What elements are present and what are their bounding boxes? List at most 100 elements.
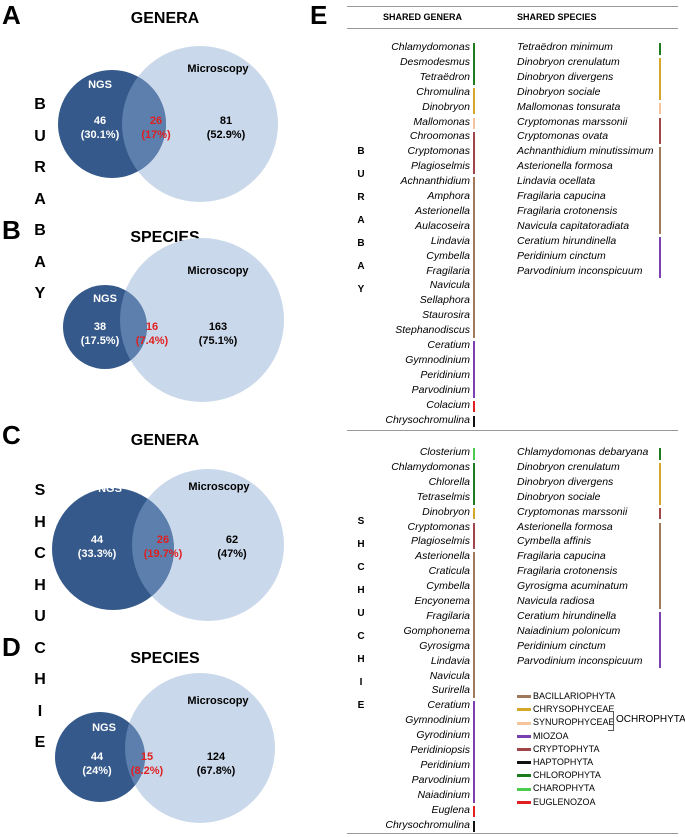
phylum-bar [659,522,661,609]
legend-label: CHLOROPHYTA [533,770,601,781]
phylum-bar [473,552,475,699]
burabay-small-letter: A [357,261,365,272]
panel-letter-b: B [2,215,21,245]
legend-item: CHRYSOPHYCEAE [517,704,614,715]
phylum-bar [473,820,475,833]
taxon-item: Fragilaria crotonensis [517,204,618,217]
legend-label: BACILLARIOPHYTA [533,691,616,701]
venn-c-ngs-pct: (33.3%) [78,548,117,560]
venn-b-ngs-count: 38 [94,321,106,333]
shchuchie-small-letter: H [357,539,365,550]
taxon-item: Navicula capitatoradiata [517,219,630,232]
taxon-item: Achnanthidium minutissimum [517,145,654,158]
legend-label: CHRYSOPHYCEAE [533,704,615,715]
burabay-small-letter: B [357,146,365,157]
venn-b-micro-count: 163 [209,321,227,333]
rule-top [347,6,678,7]
venn-b: NGS Microscopy 38 (17.5%) 16 (7.4%) 163 … [63,238,284,402]
taxon-item: Ceratium hirundinella [517,234,617,247]
shchuchie-letter: I [37,702,43,720]
burabay-letter: B [34,222,46,239]
venn-title-c: GENERA [130,432,200,449]
phylum-bar [473,87,475,115]
taxon-item: Chroomonas [409,130,470,143]
taxon-item: Peridinium cinctum [517,249,606,262]
venn-b-overlap-pct: (7.4%) [136,335,169,347]
venn-title-d: SPECIES [130,650,200,667]
legend-swatch [517,695,531,699]
burabay-letter: A [34,190,46,208]
shchuchie-letter: H [34,513,46,531]
legend-swatch [517,721,531,725]
taxon-item: Lindavia ocellata [517,175,596,188]
phylum-bar [473,177,475,338]
taxon-item: Gyrosigma acuminatum [517,580,628,593]
burabay-small-letter: R [357,192,365,203]
taxon-item: Parvodinium inconspicuum [517,264,643,277]
rule-head [347,28,678,29]
taxon-item: Dinobryon crenulatum [517,55,620,68]
venn-b-overlap-count: 16 [146,321,158,333]
taxon-item: Chrysochromulina [385,413,470,426]
shchuchie-letter: S [34,482,46,499]
legend-item: MIOZOA [517,731,569,742]
burabay-letter: R [34,159,46,176]
venn-a-ngs-count: 46 [94,115,106,127]
phylum-bar [473,701,475,803]
taxon-item: Parvodinium inconspicuum [517,654,643,667]
phylum-bar [659,147,661,234]
venn-a-micro-label: Microscopy [187,63,249,75]
taxon-item: Navicula [429,669,470,682]
taxon-item: Encyonema [414,595,470,607]
phylum-bar [659,236,661,279]
phylum-bar [473,522,475,550]
taxon-item: Dinobryon sociale [517,490,601,503]
header-shared-species: SHARED SPECIES [517,12,597,22]
taxon-item: Cymbella [426,580,470,593]
taxon-item: Dinobryon [422,100,470,113]
taxon-item: Cymbella affinis [517,535,592,548]
venn-d-ngs-label: NGS [92,722,116,734]
taxon-item: Chrysochromulina [385,818,470,831]
taxon-item: Ceratium [427,699,470,712]
shchuchie-letter: U [34,608,46,625]
taxon-item: Amphora [427,190,470,202]
phylum-bar [659,117,661,145]
phylum-bar [659,462,661,505]
legend-swatch [517,708,531,712]
shchuchie-small-letter: C [357,631,365,642]
venn-d-micro-pct: (67.8%) [197,765,236,777]
taxon-item: Sellaphora [419,294,470,307]
venn-c: NGS Microscopy 44 (33.3%) 26 (19.7%) 62 … [52,469,284,621]
panel-letter-e: E [310,0,328,30]
phylum-bar [473,415,475,428]
taxon-item: Fragilaria capucina [517,190,606,202]
venn-b-microscopy-circle [120,238,284,402]
legend-item: CRYPTOPHYTA [517,744,600,755]
venn-d-microscopy-circle [125,673,275,823]
phylum-bar [659,507,661,520]
taxon-item: Asterionella formosa [517,160,613,173]
taxon-item: Cryptomonas marssonii [517,115,628,128]
legend-label: HAPTOPHYTA [533,757,594,767]
venn-a-ngs-pct: (30.1%) [81,129,120,141]
taxon-item: Navicula radiosa [517,595,595,607]
shchuchie-small-letter: H [357,585,365,596]
phylum-bar [473,448,475,460]
venn-a-overlap-count: 26 [150,115,162,127]
taxon-item: Fragilaria crotonensis [517,565,618,578]
shchuchie-letter: E [34,734,46,751]
venn-a-overlap-pct: (17%) [141,129,171,141]
legend-label: EUGLENOZOA [533,796,596,807]
rule-mid [347,430,678,431]
taxon-item: Desmodesmus [399,55,470,68]
legend-item: BACILLARIOPHYTA [517,691,615,702]
venn-d-micro-label: Microscopy [187,695,249,707]
taxon-item: Fragilaria [426,264,470,277]
taxon-item: Cryptomonas [407,520,470,533]
taxon-item: Peridinium cinctum [517,639,606,652]
burabay-small-letter: Y [357,284,365,295]
venn-c-ngs-count: 44 [91,534,104,546]
taxon-item: Chlamydomonas debaryana [517,446,649,458]
panel-letter-d: D [2,632,21,662]
